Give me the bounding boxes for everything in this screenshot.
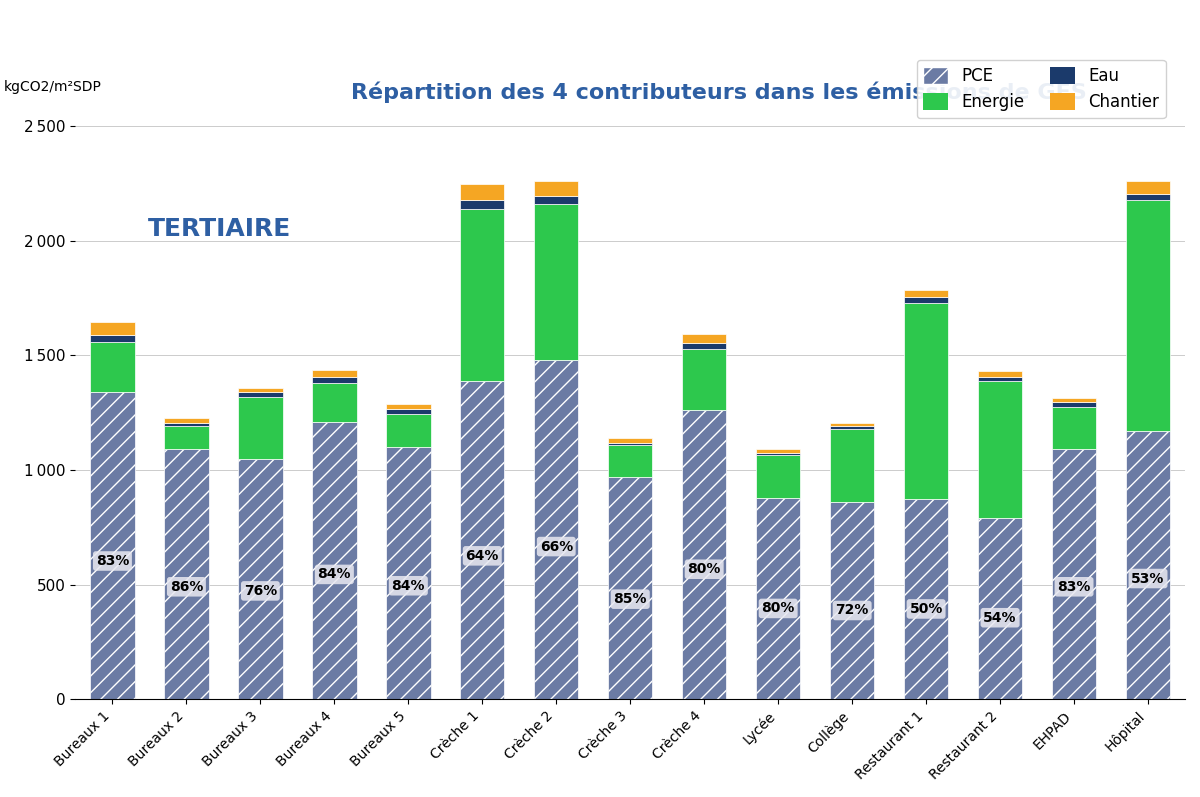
Bar [312,422,356,699]
Bar [1126,181,1170,194]
Bar [756,450,800,453]
Bar [312,371,356,377]
Bar [904,290,948,297]
Text: 85%: 85% [613,592,647,607]
Bar [756,453,800,455]
Text: 83%: 83% [96,554,130,568]
Bar [682,334,726,343]
Bar [238,387,282,392]
Bar [460,209,504,381]
Bar [534,360,578,699]
Bar [90,335,134,342]
Bar [608,445,653,477]
Text: 66%: 66% [540,540,572,554]
Text: 83%: 83% [1057,579,1091,594]
Bar [682,410,726,699]
Text: 80%: 80% [688,562,721,576]
Bar [756,497,800,699]
Bar [830,426,875,429]
Bar [238,397,282,458]
Bar [608,442,653,445]
Text: 64%: 64% [466,549,499,563]
Bar [1052,398,1097,402]
Bar [534,196,578,204]
Bar [164,450,209,699]
Bar [978,381,1022,518]
Bar [164,426,209,450]
Bar [164,423,209,426]
Bar [608,477,653,699]
Bar [460,183,504,199]
Bar [1126,431,1170,699]
Bar [978,518,1022,699]
Bar [90,392,134,699]
Bar [830,502,875,699]
Text: 86%: 86% [169,579,203,594]
Bar [1126,194,1170,199]
Text: 84%: 84% [391,579,425,593]
Bar [904,303,948,499]
Bar [682,343,726,348]
Legend: PCE, Energie, Eau, Chantier: PCE, Energie, Eau, Chantier [917,60,1165,118]
Text: 53%: 53% [1132,571,1165,586]
Text: 72%: 72% [835,603,869,618]
Bar [386,447,431,699]
Bar [978,371,1022,377]
Bar [830,423,875,426]
Bar [534,181,578,196]
Bar [682,348,726,410]
Bar [904,297,948,303]
Bar [460,199,504,209]
Bar [386,410,431,414]
Bar [1126,199,1170,431]
Text: TERTIAIRE: TERTIAIRE [148,218,292,241]
Bar [534,204,578,360]
Bar [90,322,134,335]
Text: 80%: 80% [762,602,794,615]
Bar [756,455,800,497]
Text: 50%: 50% [910,602,943,616]
Text: 54%: 54% [983,611,1016,625]
Bar [978,377,1022,381]
Text: 76%: 76% [244,584,277,598]
Bar [386,403,431,410]
Bar [238,392,282,397]
Bar [90,342,134,392]
Bar [1052,407,1097,450]
Bar [904,499,948,699]
Bar [1052,402,1097,407]
Bar [386,414,431,447]
Text: 84%: 84% [318,567,352,581]
Bar [312,377,356,383]
Title: Répartition des 4 contributeurs dans les émissions de GES: Répartition des 4 contributeurs dans les… [352,81,1087,103]
Bar [460,381,504,699]
Bar [312,383,356,422]
Bar [830,429,875,502]
Text: kgCO2/m²SDP: kgCO2/m²SDP [4,80,101,95]
Bar [164,418,209,423]
Bar [238,458,282,699]
Bar [1052,450,1097,699]
Bar [608,438,653,442]
